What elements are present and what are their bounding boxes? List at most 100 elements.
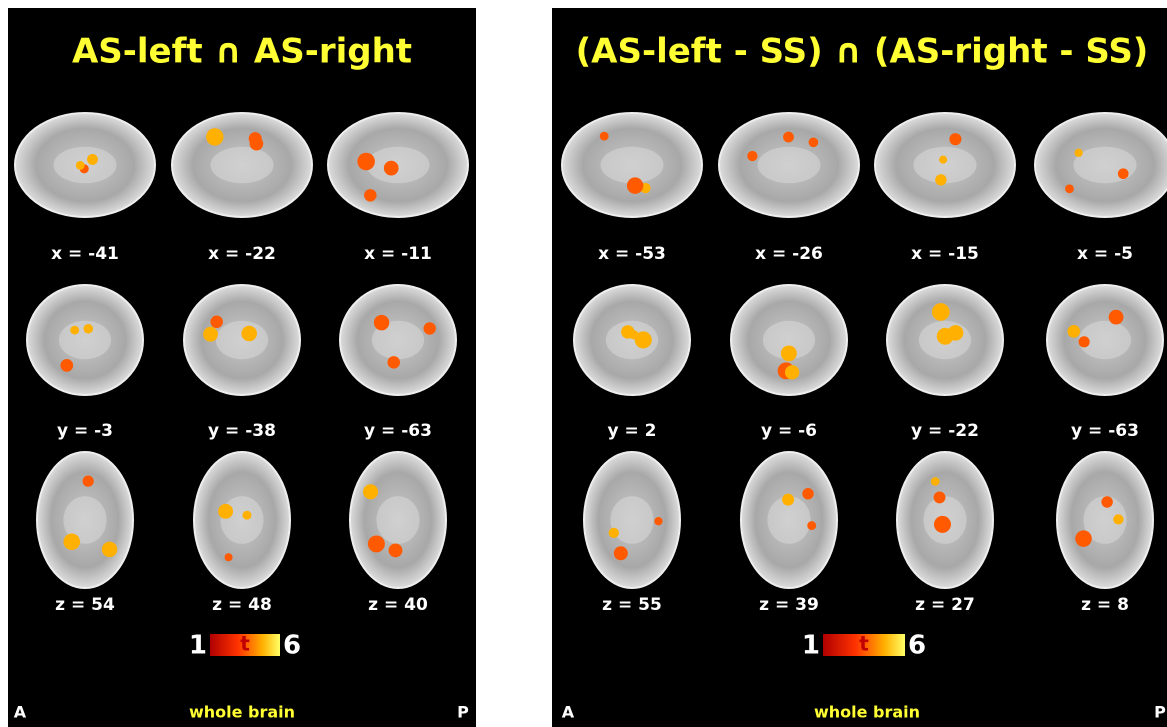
footer-center: whole brain <box>814 703 920 722</box>
brain-core <box>376 496 420 544</box>
activation <box>83 324 94 334</box>
footer-left: A <box>562 703 575 722</box>
activation <box>783 131 794 143</box>
activation <box>224 553 233 562</box>
activation <box>930 477 940 486</box>
activation <box>935 174 947 186</box>
activation <box>387 356 400 369</box>
activation <box>203 326 218 342</box>
activation <box>249 136 264 151</box>
activation <box>75 161 85 170</box>
activation <box>364 189 377 202</box>
brain-core <box>605 320 659 360</box>
slice-label: y = 2 <box>608 421 657 441</box>
activation <box>388 543 403 558</box>
activation <box>931 303 950 321</box>
slice-label: z = 8 <box>1081 595 1129 615</box>
slice-label: z = 39 <box>759 595 819 615</box>
activation <box>780 345 797 362</box>
footer-left: A <box>14 703 27 722</box>
footer-right: P <box>1154 703 1166 722</box>
colorbar-min: 1 <box>189 631 207 661</box>
footer-center: whole brain <box>189 703 295 722</box>
activation <box>936 327 954 345</box>
brain-core <box>1083 496 1127 544</box>
brain-core <box>1073 146 1137 184</box>
slice-label: x = -22 <box>208 244 276 264</box>
slice-label: x = -53 <box>598 244 666 264</box>
activation <box>373 314 390 331</box>
activation <box>383 160 399 176</box>
activation <box>206 128 224 146</box>
activation <box>933 491 946 504</box>
colorbar-min: 1 <box>802 631 820 661</box>
activation <box>802 488 814 500</box>
activation <box>613 546 628 561</box>
brain-core <box>762 320 816 360</box>
activation <box>747 150 758 162</box>
activation <box>599 131 609 141</box>
slice-label: y = -38 <box>208 421 276 441</box>
activation <box>63 533 81 551</box>
activation <box>218 503 234 519</box>
activation <box>60 358 74 372</box>
brain-core <box>757 146 821 184</box>
activation <box>782 493 795 506</box>
brain-core <box>913 146 977 184</box>
colorbar-label: t <box>240 632 250 656</box>
slice-label: x = -26 <box>755 244 823 264</box>
activation <box>634 331 652 349</box>
slice-label: z = 27 <box>915 595 975 615</box>
slice-label: y = -63 <box>364 421 432 441</box>
slice-label: x = -11 <box>364 244 432 264</box>
colorbar-max: 6 <box>908 631 926 661</box>
slice-label: y = -22 <box>911 421 979 441</box>
activation <box>807 521 817 531</box>
activation <box>1078 336 1090 348</box>
brain-core <box>610 496 654 544</box>
brain-core <box>767 496 811 544</box>
activation <box>423 322 436 335</box>
activation <box>242 510 252 520</box>
slice-label: z = 54 <box>55 595 115 615</box>
slice-label: y = -63 <box>1071 421 1139 441</box>
activation <box>784 365 800 380</box>
activation <box>367 535 385 553</box>
activation <box>1067 325 1081 338</box>
slice-label: x = -5 <box>1077 244 1133 264</box>
slice-label: z = 40 <box>368 595 428 615</box>
colorbar <box>823 634 905 656</box>
activation <box>654 517 663 526</box>
activation <box>626 177 644 194</box>
activation <box>82 475 94 487</box>
activation <box>1101 496 1113 508</box>
slice-label: z = 55 <box>602 595 662 615</box>
brain-core <box>215 320 269 360</box>
colorbar-max: 6 <box>283 631 301 661</box>
activation <box>210 315 223 329</box>
slice-label: z = 48 <box>212 595 272 615</box>
activation <box>808 137 819 148</box>
activation <box>1117 168 1129 180</box>
activation <box>87 154 98 165</box>
brain-core <box>210 146 274 184</box>
activation <box>241 325 257 342</box>
activation <box>949 133 962 146</box>
activation <box>1074 148 1083 157</box>
slice-label: y = -6 <box>761 421 817 441</box>
brain-core <box>1078 320 1132 360</box>
activation <box>1075 530 1092 547</box>
brain-core <box>63 496 107 544</box>
panel-title: AS-left ∩ AS-right <box>72 32 412 72</box>
slice-label: x = -15 <box>911 244 979 264</box>
activation <box>933 515 951 533</box>
brain-core <box>366 146 430 184</box>
activation <box>357 152 375 171</box>
activation <box>939 155 948 164</box>
activation <box>70 325 80 335</box>
panel-title: (AS-left - SS) ∩ (AS-right - SS) <box>576 32 1149 72</box>
activation <box>1065 184 1074 194</box>
colorbar-label: t <box>859 632 869 656</box>
brain-core <box>220 496 264 544</box>
activation <box>101 541 118 558</box>
